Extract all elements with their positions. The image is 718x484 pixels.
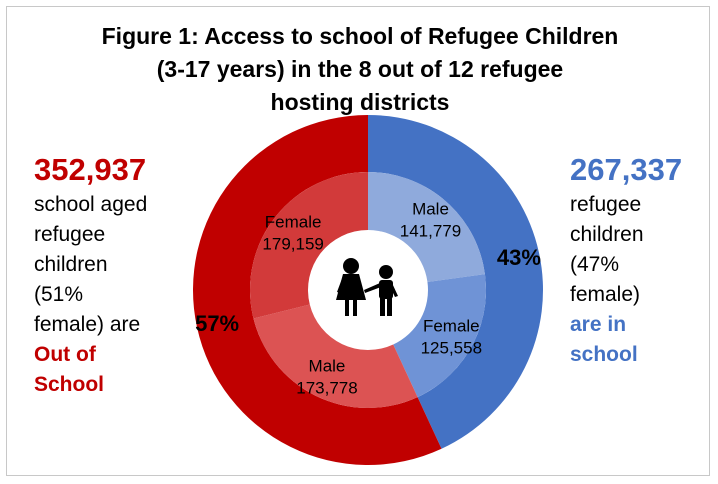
inner-slice — [368, 172, 485, 282]
out-of-school-total: 352,937 — [34, 152, 147, 187]
chart-labels: 43% 57% Male 141,779 Female 125,558 Male 173,77… — [195, 199, 541, 397]
in-school-text: refugee — [570, 193, 642, 216]
inner-slice-value: 173,778 — [296, 379, 357, 398]
in-school-text: children — [570, 223, 644, 246]
title-line: (3-17 years) in the 8 out of 12 refugee — [156, 56, 564, 82]
out-of-school-text: school aged — [34, 193, 148, 216]
out-of-school-panel: 352,937 school aged refugee children (51… — [34, 150, 147, 400]
outer-slice — [192, 115, 442, 465]
inner-slice-label: Female — [265, 213, 322, 232]
out-of-school-emphasis: Out of — [34, 343, 96, 366]
percent-label: 43% — [497, 245, 541, 270]
inner-slice — [250, 172, 368, 319]
inner-slice-label: Male — [412, 199, 449, 218]
inner-slice-label: Male — [309, 357, 346, 376]
inner-slice-value: 179,159 — [262, 235, 323, 254]
inner-slice — [393, 274, 486, 398]
in-school-panel: 267,337 refugee children (47% female) ar… — [570, 150, 682, 370]
out-of-school-text: refugee — [34, 223, 106, 246]
in-school-emphasis: are in — [570, 313, 627, 336]
in-school-emphasis: school — [570, 343, 638, 366]
out-of-school-text: (51% — [34, 283, 84, 306]
inner-slice-value: 141,779 — [400, 221, 461, 240]
title-line: Figure 1: Access to school of Refugee Ch… — [101, 23, 619, 49]
out-of-school-emphasis: School — [34, 373, 105, 396]
out-of-school-text: children — [34, 253, 108, 276]
percent-label: 57% — [195, 311, 239, 336]
outer-slice — [368, 115, 543, 449]
chart-title: Figure 1: Access to school of Refugee Ch… — [40, 20, 680, 119]
children-icon — [336, 258, 398, 316]
outer-ring — [192, 115, 543, 465]
inner-ring — [250, 172, 486, 408]
inner-slice-value: 125,558 — [421, 339, 482, 358]
out-of-school-text: female) are — [34, 313, 141, 336]
inner-slice — [253, 304, 418, 408]
in-school-total: 267,337 — [570, 152, 683, 187]
in-school-text: female) — [570, 283, 641, 306]
inner-slice-label: Female — [423, 317, 480, 336]
title-line: hosting districts — [270, 89, 450, 115]
in-school-text: (47% — [570, 253, 620, 276]
